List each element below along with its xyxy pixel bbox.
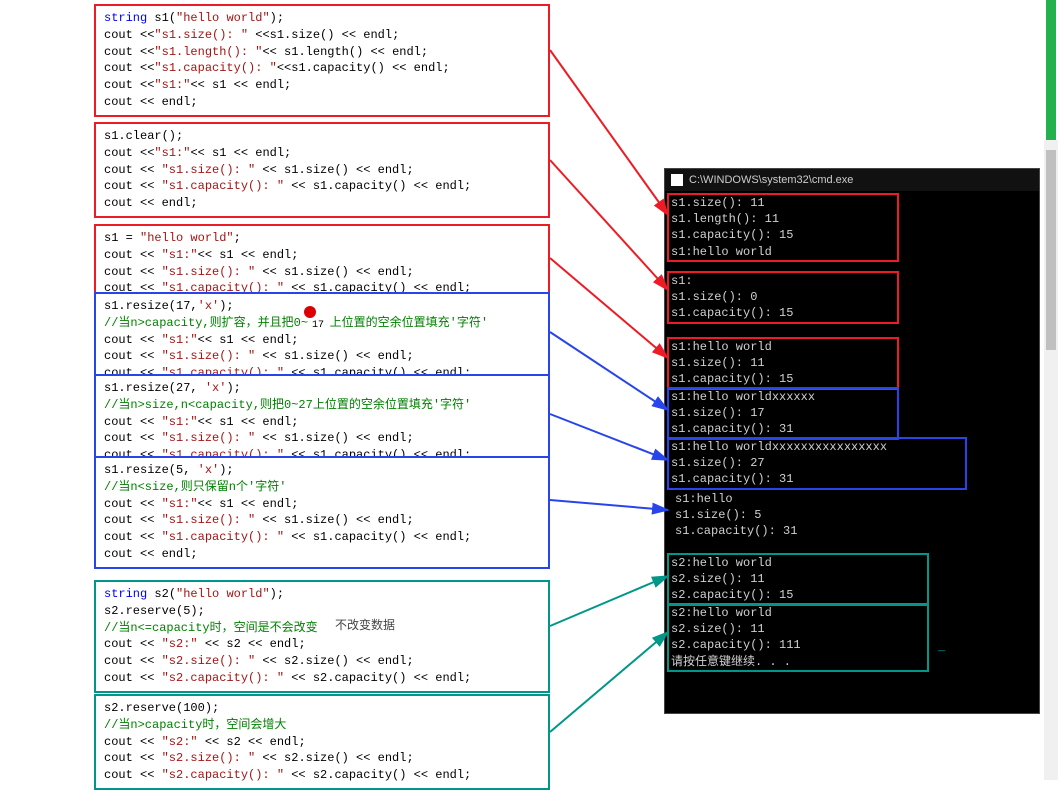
output-line: s1: [671, 273, 895, 289]
code-line: //当n<=capacity时，空间是不会改变 [104, 620, 540, 637]
output-line: s1:hello [675, 491, 899, 507]
output-box-o7: s2:hello worlds2.size(): 11s2.capacity()… [667, 553, 929, 606]
output-line: s1.capacity(): 15 [671, 371, 895, 387]
output-line: s2.size(): 11 [671, 571, 925, 587]
cursor-marker: _ [938, 640, 945, 654]
code-line: cout <<"s1:"<< s1 << endl; [104, 77, 540, 94]
output-line: s1.size(): 11 [671, 355, 895, 371]
output-line: s2.capacity(): 15 [671, 587, 925, 603]
arrow [550, 632, 668, 732]
scrollbar-thumb[interactable] [1046, 150, 1056, 350]
terminal-window: C:\WINDOWS\system32\cmd.exe s1.size(): 1… [664, 168, 1040, 714]
output-box-o3: s1:hello worlds1.size(): 11s1.capacity()… [667, 337, 899, 390]
code-line: cout << "s2.size(): " << s2.size() << en… [104, 750, 540, 767]
code-line: cout << "s2.size(): " << s2.size() << en… [104, 653, 540, 670]
code-box-cb2: s1.clear();cout <<"s1:"<< s1 << endl;cou… [94, 122, 550, 218]
code-line: cout << "s1.capacity(): " << s1.capacity… [104, 529, 540, 546]
code-line: s2.reserve(5); [104, 603, 540, 620]
arrow [550, 50, 668, 215]
code-line: cout << "s1.capacity(): " << s1.capacity… [104, 178, 540, 195]
output-line: s1.capacity(): 15 [671, 305, 895, 321]
code-line: //当n>capacity时，空间会增大 [104, 717, 540, 734]
code-box-cb1: string s1("hello world");cout <<"s1.size… [94, 4, 550, 117]
output-line: s2.size(): 11 [671, 621, 925, 637]
output-line: s2.capacity(): 111 [671, 637, 925, 653]
output-line: s1.size(): 0 [671, 289, 895, 305]
code-line: cout <<"s1.length(): "<< s1.length() << … [104, 44, 540, 61]
output-line: s1.size(): 11 [671, 195, 895, 211]
code-line: cout << "s2:" << s2 << endl; [104, 734, 540, 751]
output-line: s1:hello worldxxxxxx [671, 389, 895, 405]
arrow [550, 500, 668, 510]
output-line: s1.size(): 27 [671, 455, 963, 471]
output-line: s1.size(): 5 [675, 507, 899, 523]
code-line: cout << "s2:" << s2 << endl; [104, 636, 540, 653]
code-line: string s2("hello world"); [104, 586, 540, 603]
scrollbar-track[interactable] [1044, 140, 1058, 780]
arrow [550, 576, 668, 626]
terminal-titlebar: C:\WINDOWS\system32\cmd.exe [665, 169, 1039, 191]
output-line: s1:hello world [671, 339, 895, 355]
arrow [550, 332, 668, 410]
output-line: s2:hello world [671, 605, 925, 621]
annotation-extra-label: 不改变数据 [335, 616, 395, 633]
code-line: //当n>size,n<capacity,则把0~27上位置的空余位置填充'字符… [104, 397, 540, 414]
terminal-title: C:\WINDOWS\system32\cmd.exe [689, 169, 853, 191]
code-line: s1.resize(27, 'x'); [104, 380, 540, 397]
output-box-o8: s2:hello worlds2.size(): 11s2.capacity()… [667, 603, 929, 672]
code-line: cout <<"s1:"<< s1 << endl; [104, 145, 540, 162]
output-line: s1.capacity(): 31 [671, 471, 963, 487]
code-line: cout << endl; [104, 546, 540, 563]
code-line: cout << "s1.size(): " << s1.size() << en… [104, 264, 540, 281]
output-line: s1:hello world [671, 244, 895, 260]
code-line: cout << "s1.size(): " << s1.size() << en… [104, 348, 540, 365]
code-line: string s1("hello world"); [104, 10, 540, 27]
code-line: s1 = "hello world"; [104, 230, 540, 247]
code-line: cout << "s1:"<< s1 << endl; [104, 332, 540, 349]
terminal-body: s1.size(): 11s1.length(): 11s1.capacity(… [665, 191, 1039, 713]
output-line: s1.size(): 17 [671, 405, 895, 421]
output-box-o1: s1.size(): 11s1.length(): 11s1.capacity(… [667, 193, 899, 262]
code-line: cout << "s2.capacity(): " << s2.capacity… [104, 670, 540, 687]
code-line: s2.reserve(100); [104, 700, 540, 717]
arrow [550, 160, 668, 290]
code-line: cout << "s2.capacity(): " << s2.capacity… [104, 767, 540, 784]
output-line: s1.capacity(): 31 [675, 523, 899, 539]
arrow [550, 414, 668, 460]
output-box-o2: s1:s1.size(): 0s1.capacity(): 15 [667, 271, 899, 324]
code-line: cout << "s1.size(): " << s1.size() << en… [104, 512, 540, 529]
code-box-cb7: string s2("hello world");s2.reserve(5);/… [94, 580, 550, 693]
output-box-o6: s1:hellos1.size(): 5s1.capacity(): 31 [671, 489, 903, 542]
cmd-icon [671, 174, 683, 186]
code-line: s1.resize(17,'x'); [104, 298, 540, 315]
output-line: s1.length(): 11 [671, 211, 895, 227]
code-line: cout <<"s1.capacity(): "<<s1.capacity() … [104, 60, 540, 77]
annotation-dot-label: 17 [312, 320, 324, 331]
code-line: s1.resize(5, 'x'); [104, 462, 540, 479]
code-line: cout << endl; [104, 195, 540, 212]
code-line: cout << endl; [104, 94, 540, 111]
arrow [550, 258, 668, 358]
diff-marker [1046, 0, 1056, 140]
code-line: cout << "s1:"<< s1 << endl; [104, 414, 540, 431]
output-line: s1:hello worldxxxxxxxxxxxxxxxx [671, 439, 963, 455]
annotation-dot [304, 306, 316, 318]
code-line: cout << "s1:"<< s1 << endl; [104, 496, 540, 513]
code-line: cout <<"s1.size(): " <<s1.size() << endl… [104, 27, 540, 44]
code-line: //当n<size,则只保留n个'字符' [104, 479, 540, 496]
code-box-cb8: s2.reserve(100);//当n>capacity时，空间会增大cout… [94, 694, 550, 790]
output-box-o5: s1:hello worldxxxxxxxxxxxxxxxxs1.size():… [667, 437, 967, 490]
output-line: s1.capacity(): 31 [671, 421, 895, 437]
output-box-o4: s1:hello worldxxxxxxs1.size(): 17s1.capa… [667, 387, 899, 440]
code-line: cout << "s1.size(): " << s1.size() << en… [104, 430, 540, 447]
code-line: cout << "s1:"<< s1 << endl; [104, 247, 540, 264]
code-box-cb6: s1.resize(5, 'x');//当n<size,则只保留n个'字符'co… [94, 456, 550, 569]
code-line: cout << "s1.size(): " << s1.size() << en… [104, 162, 540, 179]
output-line: 请按任意键继续. . . [671, 654, 925, 670]
output-line: s2:hello world [671, 555, 925, 571]
output-line: s1.capacity(): 15 [671, 227, 895, 243]
code-line: s1.clear(); [104, 128, 540, 145]
